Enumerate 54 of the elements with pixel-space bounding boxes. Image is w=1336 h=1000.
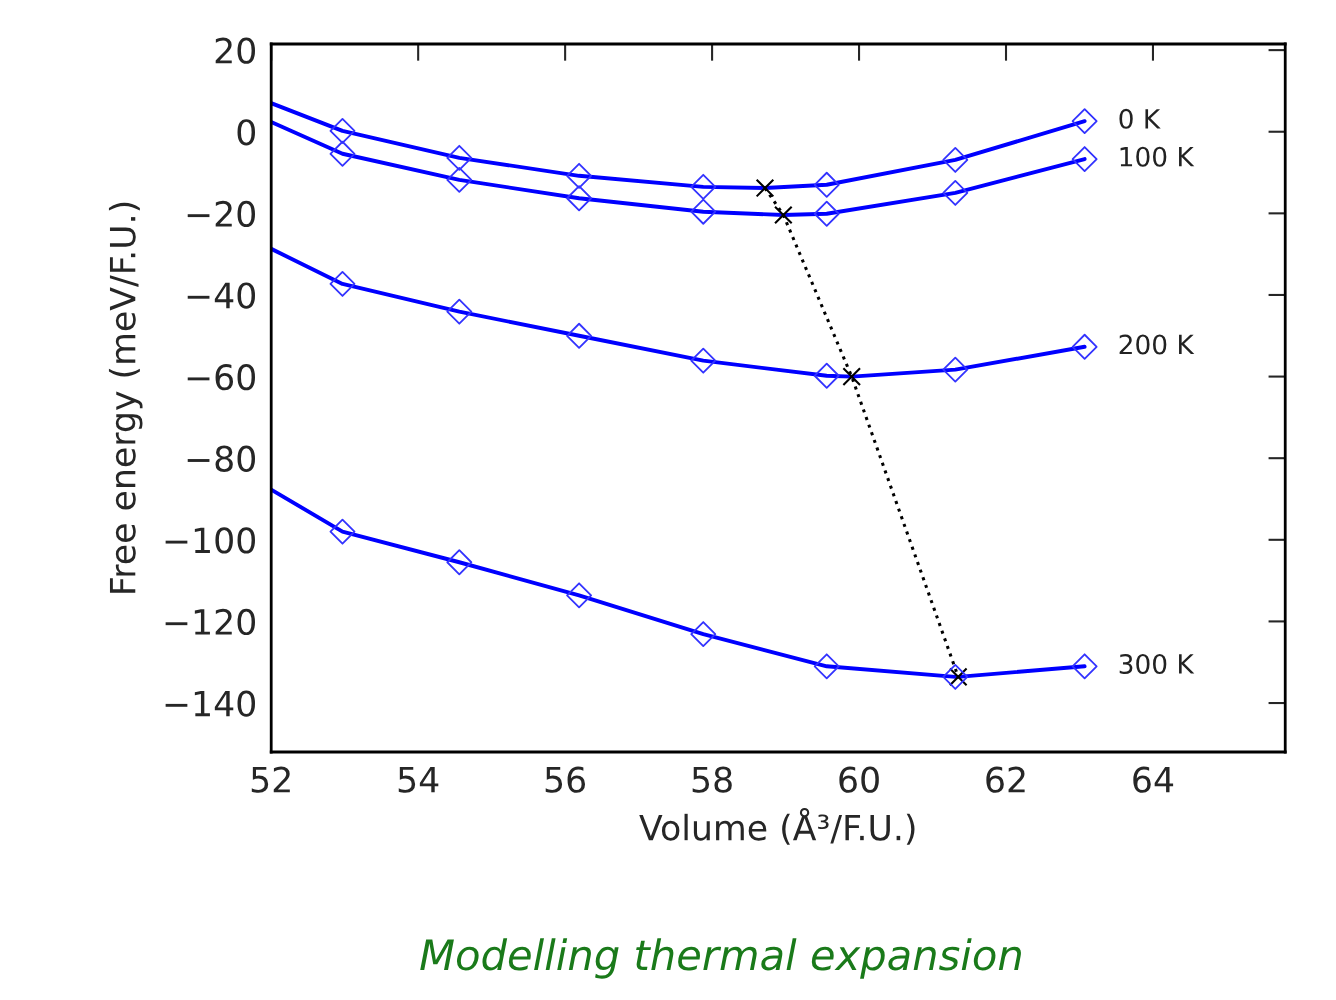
point <box>690 173 717 200</box>
y-tick-label: −140 <box>165 690 256 717</box>
point <box>1071 146 1098 173</box>
x-tick-label: 54 <box>398 766 439 793</box>
y-tick-label: 20 <box>215 37 256 64</box>
point <box>446 298 473 325</box>
x-axis-title: Volume (Å³/F.U.) <box>639 807 915 845</box>
point <box>566 162 593 189</box>
point <box>446 166 473 193</box>
point <box>755 178 775 198</box>
y-axis-title: Free energy (meV/F.U.) <box>108 202 143 593</box>
point <box>942 180 969 206</box>
x-tick-label: 56 <box>545 766 586 793</box>
x-tick-label: 60 <box>839 766 879 793</box>
point <box>942 356 969 383</box>
point <box>329 271 356 297</box>
y-tick-label: −100 <box>165 527 256 554</box>
point <box>329 140 356 167</box>
y-tick-label: 0 <box>237 119 256 146</box>
point <box>813 171 840 198</box>
series-label: 200 K <box>1119 334 1195 355</box>
y-tick-label: −40 <box>187 282 256 309</box>
point <box>773 205 793 225</box>
y-tick-label: −60 <box>187 364 256 391</box>
point <box>813 653 840 680</box>
point <box>566 185 593 212</box>
text: Modelling thermal expansion <box>420 938 1021 979</box>
y-tick-label: −20 <box>187 200 256 228</box>
point <box>446 144 473 171</box>
x-tick-label: 64 <box>1133 766 1174 793</box>
point <box>446 549 473 576</box>
point <box>566 322 593 349</box>
point <box>1071 653 1098 680</box>
x-tick-label: 52 <box>251 766 290 793</box>
point <box>942 663 969 690</box>
point <box>842 367 862 386</box>
point <box>329 117 356 144</box>
point <box>690 621 717 648</box>
point <box>690 198 717 225</box>
point <box>813 362 840 389</box>
point <box>1071 333 1098 360</box>
x-tick-label: 62 <box>986 766 1025 793</box>
y-tick-label: −80 <box>187 445 256 472</box>
series-label: 100 K <box>1120 146 1195 167</box>
point <box>1071 108 1098 135</box>
point <box>942 146 969 173</box>
series-label: 0 K <box>1119 108 1161 129</box>
point <box>813 200 840 227</box>
point <box>690 347 717 374</box>
series-label: 300 K <box>1119 654 1195 674</box>
y-tick-label: −120 <box>165 608 256 636</box>
x-tick-label: 58 <box>692 766 732 793</box>
point <box>329 518 356 545</box>
point <box>566 582 593 609</box>
